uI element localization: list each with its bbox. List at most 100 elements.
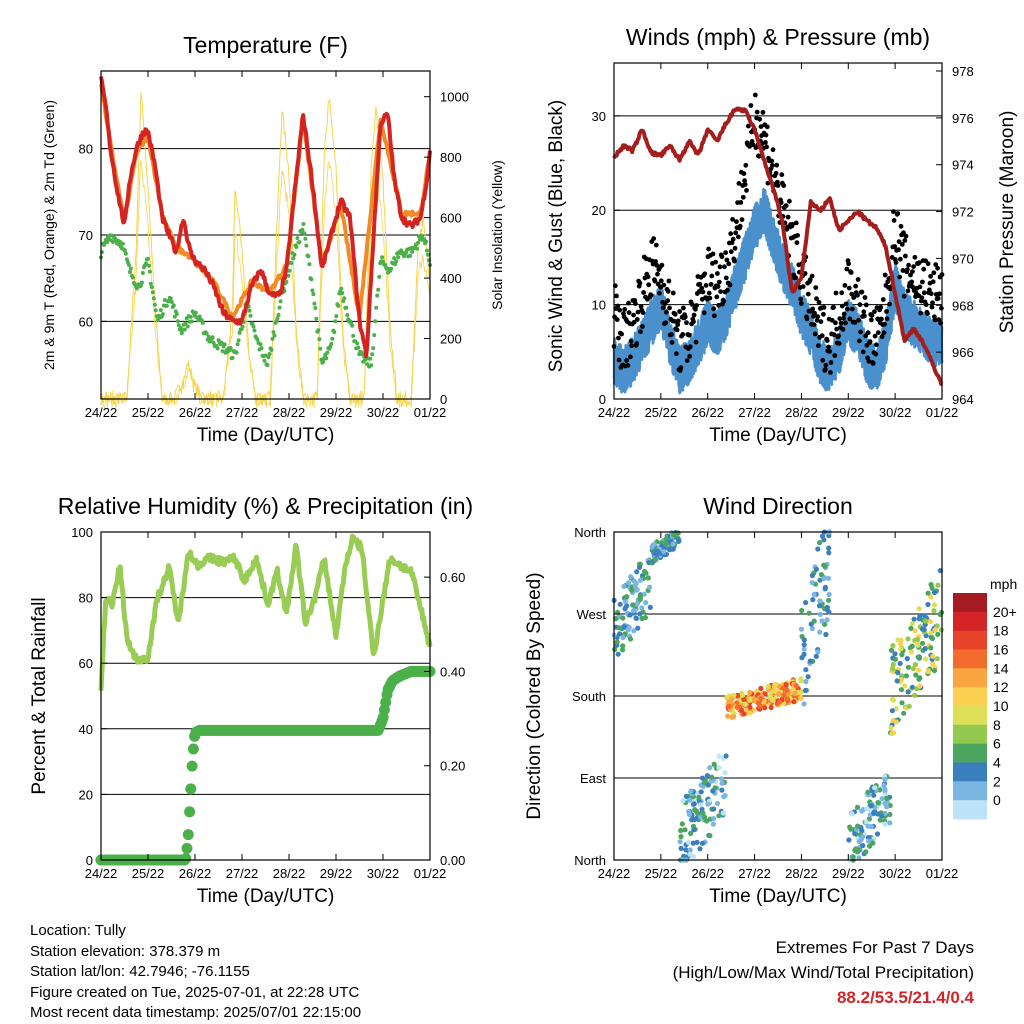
direction-point <box>711 761 717 768</box>
extremes-subtitle: (High/Low/Max Wind/Total Precipitation) <box>672 963 974 982</box>
direction-point <box>699 840 706 846</box>
y-tick-label: 20 <box>79 787 93 802</box>
direction-point <box>909 621 916 627</box>
gust-point <box>741 171 747 177</box>
gust-point <box>824 338 830 343</box>
gust-point <box>935 296 941 301</box>
direction-point <box>805 674 811 680</box>
direction-point <box>621 624 627 630</box>
gust-point <box>861 309 867 315</box>
dewpoint-point <box>321 359 326 364</box>
dewpoint-point <box>219 340 224 345</box>
colorbar-label: 10 <box>993 698 1009 714</box>
y-tick-label-right: 0.40 <box>440 664 465 679</box>
gust-point <box>863 302 869 308</box>
gust-point <box>813 285 819 290</box>
direction-point <box>721 794 727 800</box>
gust-point <box>812 331 818 337</box>
chart-title: Temperature (F) <box>183 32 348 58</box>
dewpoint-point <box>162 298 167 302</box>
dewpoint-point <box>206 334 211 339</box>
direction-point <box>915 636 921 643</box>
direction-point <box>890 718 896 724</box>
direction-point <box>758 695 764 702</box>
direction-point <box>776 691 782 697</box>
gust-point <box>693 306 698 312</box>
y-tick-label-right: 968 <box>952 298 974 313</box>
gust-point <box>822 367 828 372</box>
gust-point <box>655 271 660 277</box>
humidity-line <box>98 533 433 691</box>
rainfall-point <box>185 783 197 795</box>
dewpoint-point <box>182 327 187 332</box>
direction-point <box>928 594 934 600</box>
gust-point <box>843 320 848 326</box>
direction-point <box>636 564 643 571</box>
gust-point <box>900 268 906 273</box>
direction-point <box>815 649 821 655</box>
dewpoint-point <box>126 263 131 267</box>
dewpoint-point <box>297 240 302 244</box>
dewpoint-point <box>284 279 289 284</box>
direction-point <box>792 690 798 697</box>
direction-point <box>639 605 645 611</box>
dewpoint-point <box>304 243 309 248</box>
dewpoint-point <box>415 246 419 251</box>
gust-point <box>896 247 901 253</box>
y-tick-label-right: 400 <box>440 271 462 286</box>
dewpoint-point <box>425 248 429 253</box>
direction-point <box>921 627 927 633</box>
dewpoint-point <box>189 319 194 324</box>
gust-point <box>756 153 762 159</box>
gust-point <box>925 261 931 267</box>
gust-point <box>736 181 742 186</box>
dewpoint-point <box>179 331 184 336</box>
gust-point <box>715 271 720 276</box>
gust-point <box>672 318 677 324</box>
dewpoint-point <box>134 286 139 291</box>
direction-point <box>891 730 897 736</box>
gust-point <box>879 316 884 322</box>
dewpoint-point <box>258 342 263 347</box>
direction-point <box>848 826 854 832</box>
location-text: Location: Tully <box>30 922 126 939</box>
direction-point <box>694 810 701 816</box>
gust-point <box>870 361 876 366</box>
direction-point <box>806 610 812 616</box>
direction-point <box>807 658 813 664</box>
station-info: Location: Tully Station elevation: 378.3… <box>30 921 361 1024</box>
gust-point <box>651 236 657 242</box>
x-tick-label: 25/22 <box>645 866 678 881</box>
direction-point <box>824 617 830 623</box>
y-axis-label: Percent & Total Rainfall <box>29 597 50 794</box>
direction-point <box>909 684 916 690</box>
y-tick-label: 0 <box>599 392 606 407</box>
x-tick-label: 01/22 <box>414 866 447 881</box>
direction-point <box>747 689 753 696</box>
dewpoint-point <box>418 237 422 242</box>
dewpoint-point <box>373 319 378 324</box>
direction-point <box>925 668 931 675</box>
dewpoint-point <box>270 336 275 341</box>
gust-point <box>727 282 733 288</box>
direction-point <box>680 798 686 804</box>
direction-point <box>890 643 896 649</box>
x-axis-label: Time (Day/UTC) <box>709 886 847 907</box>
dewpoint-point <box>325 350 330 355</box>
direction-point <box>922 646 928 652</box>
direction-point <box>916 606 922 612</box>
direction-point <box>932 602 938 608</box>
gust-point <box>798 301 804 306</box>
gust-point <box>839 303 845 309</box>
dewpoint-point <box>392 256 397 261</box>
gust-point <box>666 278 672 284</box>
winds-pressure-panel: 24/22 25/22 26/22 27/22 28/22 29/22 30/22 01/22… <box>546 24 1018 446</box>
direction-point <box>867 843 873 849</box>
direction-point <box>678 827 684 834</box>
gust-point <box>617 307 623 313</box>
dewpoint-point <box>380 255 385 260</box>
y-axis-label: Direction (Colored By Speed) <box>524 572 545 819</box>
direction-point <box>735 692 741 699</box>
gust-point <box>855 277 861 282</box>
direction-point <box>931 589 938 596</box>
